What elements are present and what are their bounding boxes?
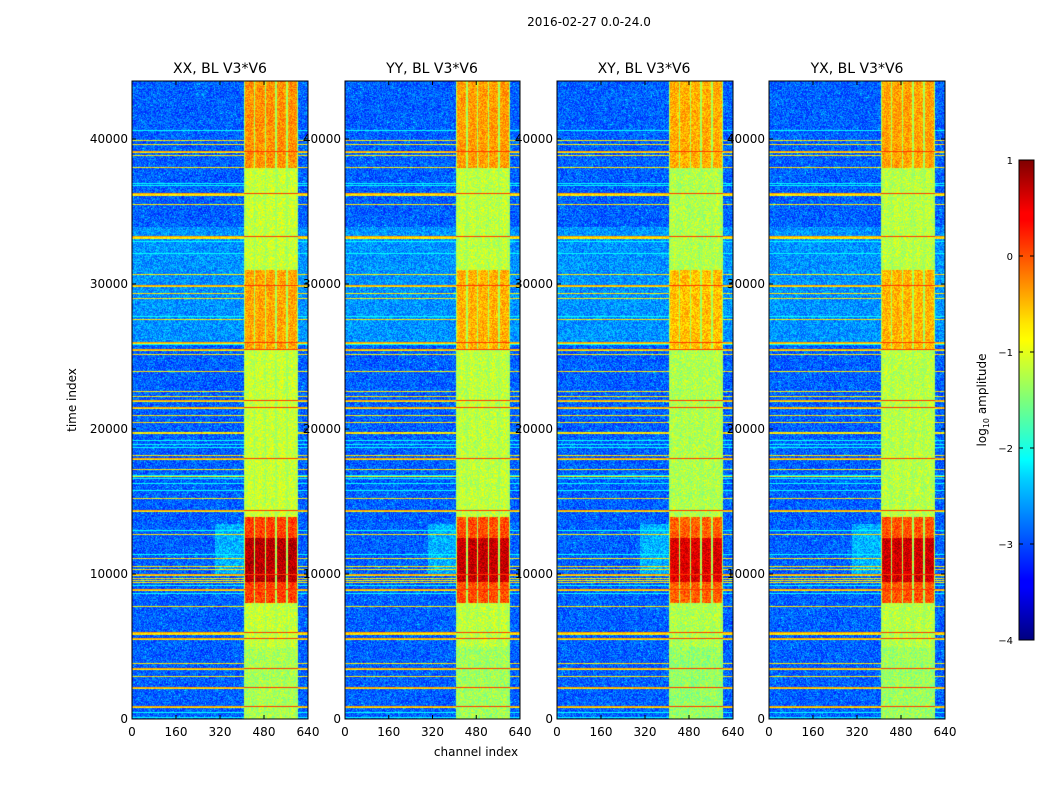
y-tick-label: 20000	[727, 422, 765, 436]
y-tick-label: 10000	[515, 567, 553, 581]
y-tick-label: 40000	[727, 132, 765, 146]
x-tick-label: 160	[165, 725, 188, 739]
y-tick-label: 10000	[303, 567, 341, 581]
panel-title: XY, BL V3*V6	[598, 61, 691, 77]
x-tick-label: 0	[553, 725, 561, 739]
y-tick-label: 30000	[515, 277, 553, 291]
panel-title: YY, BL V3*V6	[385, 61, 478, 77]
heatmap-image	[132, 81, 308, 719]
x-tick-label: 0	[341, 725, 349, 739]
colorbar-tick-label: 1	[1007, 156, 1013, 167]
x-tick-label: 480	[678, 725, 701, 739]
y-tick-label: 0	[333, 712, 341, 726]
y-tick-label: 30000	[303, 277, 341, 291]
colorbar: 1 0 −1 −2 −3 −4 log10 amplitude	[975, 156, 1035, 647]
panel-xy: XY, BL V3*V6 0 160 320 480 640 0 10000 20000 30…	[515, 61, 745, 739]
y-tick-label: 10000	[90, 567, 128, 581]
x-tick-label: 0	[765, 725, 773, 739]
x-axis-label: channel index	[434, 745, 518, 759]
x-tick-label: 320	[846, 725, 869, 739]
panel-title: YX, BL V3*V6	[810, 61, 904, 77]
x-tick-label: 320	[634, 725, 657, 739]
y-tick-label: 40000	[515, 132, 553, 146]
x-tick-label: 640	[297, 725, 320, 739]
colorbar-tick-label: 0	[1007, 252, 1013, 263]
colorbar-tick-label: −3	[998, 540, 1013, 551]
heatmap-image	[345, 81, 520, 719]
x-tick-label: 320	[421, 725, 444, 739]
panel-xx: XX, BL V3*V6 0 160 320 480 640 0 10000 20000 30…	[90, 61, 320, 739]
panel-yy: YY, BL V3*V6 0 160 320 480 640 0 10000 20000 30…	[303, 61, 532, 739]
suptitle: 2016-02-27 0.0-24.0	[527, 15, 651, 29]
x-tick-label: 160	[802, 725, 825, 739]
y-tick-label: 0	[757, 712, 765, 726]
y-tick-label: 20000	[90, 422, 128, 436]
colorbar-tick-label: −1	[998, 348, 1013, 359]
y-tick-label: 30000	[90, 277, 128, 291]
y-tick-label: 20000	[515, 422, 553, 436]
colorbar-gradient	[1018, 159, 1035, 641]
y-tick-label: 40000	[303, 132, 341, 146]
y-axis-label: time index	[65, 368, 79, 432]
colorbar-tick-label: −2	[998, 444, 1013, 455]
panel-yx: YX, BL V3*V6 0 160 320 480 640 0 10000 20000 30…	[727, 61, 957, 739]
x-tick-label: 480	[253, 725, 276, 739]
y-tick-label: 10000	[727, 567, 765, 581]
y-tick-label: 0	[120, 712, 128, 726]
x-tick-label: 640	[509, 725, 532, 739]
panel-title: XX, BL V3*V6	[173, 61, 267, 77]
colorbar-tick-label: −4	[998, 636, 1013, 647]
x-tick-label: 480	[890, 725, 913, 739]
y-tick-label: 0	[545, 712, 553, 726]
x-tick-label: 320	[209, 725, 232, 739]
x-tick-label: 160	[377, 725, 400, 739]
x-tick-label: 480	[465, 725, 488, 739]
heatmap-image	[557, 81, 733, 719]
colorbar-label: log10 amplitude	[975, 354, 991, 447]
heatmap-image	[769, 81, 945, 719]
y-tick-label: 30000	[727, 277, 765, 291]
y-tick-label: 20000	[303, 422, 341, 436]
y-tick-label: 40000	[90, 132, 128, 146]
x-tick-label: 160	[590, 725, 613, 739]
x-tick-label: 640	[722, 725, 745, 739]
x-tick-label: 0	[128, 725, 136, 739]
x-tick-label: 640	[934, 725, 957, 739]
